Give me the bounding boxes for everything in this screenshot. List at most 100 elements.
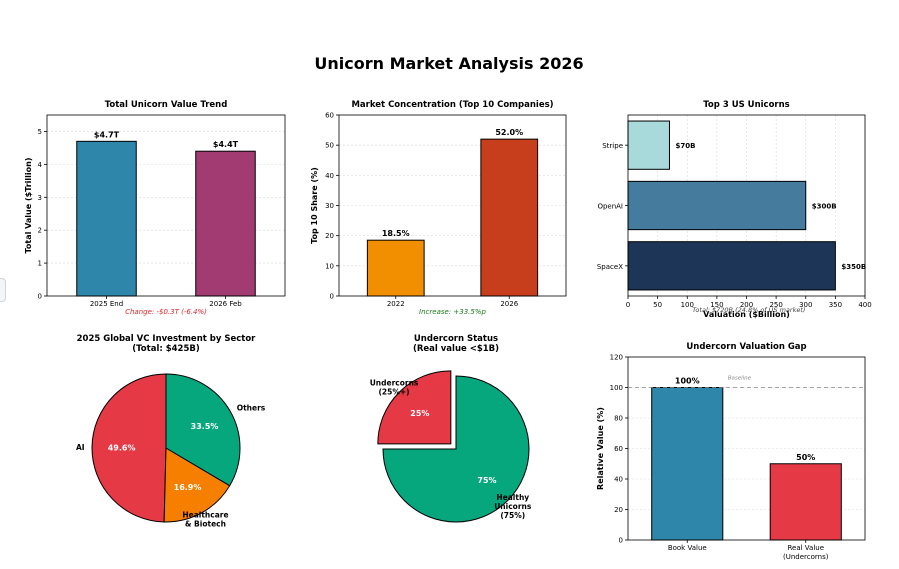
bar-0 <box>651 387 724 541</box>
x-tick-label: 400 <box>858 301 871 309</box>
x-tick-label: 100 <box>681 301 694 309</box>
y-tick-label: 4 <box>38 161 43 169</box>
y-tick-label: 0 <box>619 537 623 545</box>
y-tick-label: 30 <box>325 202 334 210</box>
pie-label: & Biotech <box>185 520 226 529</box>
y-axis-label: Total Value ($Trillion) <box>24 157 33 253</box>
x-tick-label: 2022 <box>387 300 405 308</box>
y-tick-label: 10 <box>325 262 334 270</box>
y-tick-label: 1 <box>38 260 42 268</box>
pie-pct-label: 25% <box>410 409 429 418</box>
chart-concentration: 18.5% 2022 52.0% 2026 0 10 20 30 40 50 60 Market Co… <box>310 100 567 316</box>
chart-title: Undercorn Status <box>414 334 498 344</box>
x-axis-label: Valuation ($Billion) <box>703 310 790 319</box>
pie-pct-label: 33.5% <box>191 422 219 431</box>
y-tick-label: 100 <box>610 384 623 392</box>
bar-value-label: $4.7T <box>94 130 120 139</box>
x-tick-label: Real Value <box>787 544 824 552</box>
pie-label: AI <box>76 443 85 452</box>
bar-value-label: $350B <box>841 263 866 271</box>
chart-title: Top 3 US Unicorns <box>703 100 789 110</box>
y-tick-label: 80 <box>614 415 623 423</box>
bar-value-label: 52.0% <box>495 128 523 137</box>
pie-label: Healthcare <box>182 511 228 520</box>
x-tick-label: 0 <box>626 301 630 309</box>
x-tick-label: (Undercorns) <box>783 553 829 561</box>
chart-annotation: Increase: +33.5%p <box>419 308 486 316</box>
bar-value-label: $70B <box>675 142 695 150</box>
chart-vc_sector: 49.6% AI 16.9% Healthcare& Biotech 33.5% Othe… <box>76 334 266 529</box>
chart-title: Total Unicorn Value Trend <box>105 100 228 110</box>
plot-frame <box>338 114 567 297</box>
x-tick-label: Book Value <box>668 544 707 552</box>
y-tick-label: 3 <box>38 194 42 202</box>
pie-label: (25%+) <box>379 388 410 397</box>
chart-subtitle: (Total: $425B) <box>132 344 200 354</box>
plot-frame <box>46 114 286 297</box>
bar-value-label: 50% <box>796 453 815 462</box>
bar-value-label: 18.5% <box>382 229 410 238</box>
y-axis-label: Top 10 Share (%) <box>310 167 319 244</box>
bar-value-label: $4.4T <box>213 140 239 149</box>
y-tick-label: 0 <box>38 293 42 301</box>
chart-annotation: Total: $720B (24.8% of US market) <box>692 306 805 314</box>
y-tick-label: 40 <box>614 476 623 484</box>
pie-label: Undercorns <box>370 379 419 388</box>
main-title: Unicorn Market Analysis 2026 <box>314 54 583 73</box>
chart-valuation_gap: 100% Book Value 50% Real Value(Undercorns) 0… <box>596 342 866 561</box>
chart-subtitle: (Real value <$1B) <box>413 344 499 354</box>
y-tick-label: 120 <box>610 354 623 362</box>
plot-frame <box>627 356 866 541</box>
chart-undercorn: 25% Undercorns(25%+) 75%HealthyUnicorns(75… <box>370 334 532 523</box>
x-tick-label: 300 <box>799 301 812 309</box>
y-tick-label: OpenAI <box>597 203 623 211</box>
pie-slice-0 <box>91 373 167 523</box>
pie-pct-label: 16.9% <box>174 483 202 492</box>
pie-pct-label: 75% <box>477 476 496 485</box>
y-tick-label: 60 <box>325 112 334 120</box>
chart-value_trend: $4.7T 2025 End $4.4T 2026 Feb 0 1 2 3 4 5 Total Un… <box>24 100 286 316</box>
bar-1 <box>480 138 539 297</box>
edge-handle[interactable] <box>0 278 6 302</box>
chart-title: Undercorn Valuation Gap <box>686 342 806 352</box>
pie-label: Unicorns <box>494 502 532 511</box>
y-axis-label: Relative Value (%) <box>596 407 605 490</box>
pie-slice-2 <box>165 373 241 487</box>
pie-slice-0 <box>377 370 452 445</box>
x-tick-label: 2026 Feb <box>209 300 242 308</box>
plot-frame <box>627 114 866 297</box>
y-tick-label: 40 <box>325 172 334 180</box>
bar-1 <box>627 180 807 231</box>
x-tick-label: 200 <box>740 301 753 309</box>
baseline-label: Baseline <box>728 376 752 382</box>
y-tick-label: Stripe <box>602 142 623 150</box>
x-tick-label: 2026 <box>500 300 518 308</box>
pie-pct-label: 49.6% <box>108 443 136 452</box>
bar-2 <box>627 120 670 170</box>
y-tick-label: 20 <box>614 506 623 514</box>
bar-1 <box>769 463 842 541</box>
pie-slice-1 <box>163 447 231 523</box>
chart-title: Market Concentration (Top 10 Companies) <box>351 100 553 110</box>
x-tick-label: 350 <box>829 301 842 309</box>
x-tick-label: 150 <box>710 301 723 309</box>
chart-annotation: Change: -$0.3T (-6.4%) <box>125 308 207 316</box>
x-tick-label: 2025 End <box>90 300 123 308</box>
y-tick-label: 0 <box>330 293 334 301</box>
pie-label: Others <box>237 404 266 413</box>
x-tick-label: 250 <box>769 301 782 309</box>
chart-top3_us: $350B SpaceX $300B OpenAI $70B Stripe 0 50 100 15… <box>597 100 872 319</box>
y-tick-label: 60 <box>614 445 623 453</box>
bar-0 <box>76 140 137 297</box>
y-tick-label: 50 <box>325 142 334 150</box>
y-tick-label: 5 <box>38 128 42 136</box>
bar-value-label: 100% <box>675 377 700 386</box>
y-tick-label: 2 <box>38 227 42 235</box>
bar-0 <box>366 239 425 297</box>
bar-1 <box>195 150 256 297</box>
y-tick-label: 20 <box>325 232 334 240</box>
pie-slice-1 <box>382 375 530 523</box>
y-tick-label: SpaceX <box>597 263 623 271</box>
